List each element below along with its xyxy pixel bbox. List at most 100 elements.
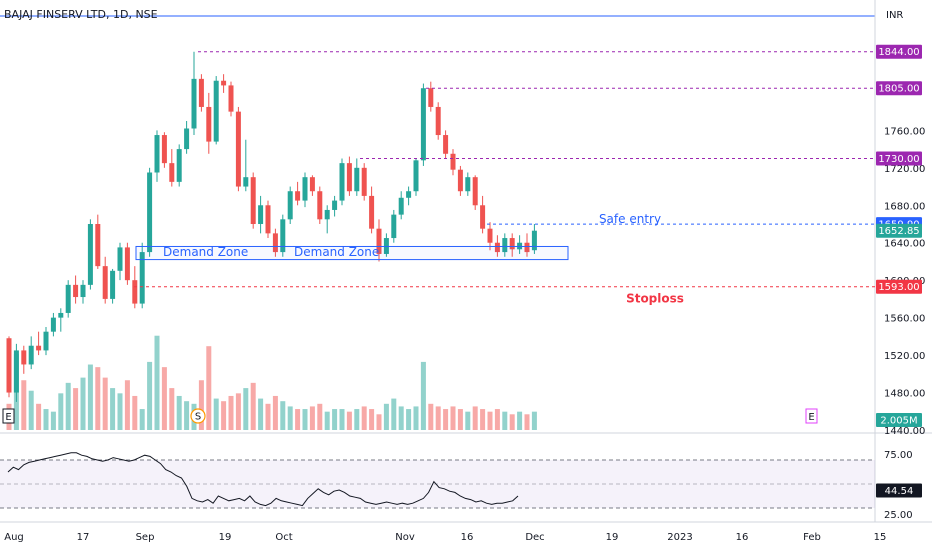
high-badge-text: 1844.00 <box>878 47 919 58</box>
volume-bar <box>176 395 182 430</box>
candle-body <box>243 177 249 187</box>
candle-body <box>132 280 138 304</box>
grid-lines <box>0 0 932 523</box>
volume-bar <box>369 409 375 430</box>
candle-body <box>58 312 64 318</box>
volume-bar <box>295 409 301 430</box>
candle-body <box>36 345 42 351</box>
volume-badge <box>876 413 922 427</box>
candle-body <box>213 80 219 142</box>
candle-body <box>161 135 167 164</box>
candle-body <box>139 252 145 304</box>
time-tick-label: 19 <box>219 532 232 543</box>
volume-bar <box>235 393 241 430</box>
volume-bar <box>480 409 486 430</box>
volume-bar <box>117 393 123 430</box>
candle-body <box>258 205 264 224</box>
candle-body <box>413 160 419 192</box>
time-tick-label: Sep <box>136 532 155 543</box>
time-tick-label: Dec <box>525 532 544 543</box>
volume-bar <box>494 409 500 430</box>
volume-bar <box>21 380 27 430</box>
price-tick-label: 1760.00 <box>884 126 925 137</box>
candle-body <box>124 247 130 281</box>
candle-body <box>531 230 537 251</box>
demand-zone-label: Demand Zone <box>294 245 379 259</box>
demand-zone-box <box>135 245 569 261</box>
price-tick-label: 1440.00 <box>884 426 925 437</box>
earnings-marker-text: E <box>808 412 814 423</box>
candle-body <box>117 247 123 271</box>
candle-body <box>302 177 308 201</box>
volume-bar <box>420 361 426 430</box>
candle-body <box>457 169 463 192</box>
candle-body <box>354 167 360 192</box>
volume-bar <box>428 403 434 430</box>
candle-body <box>154 135 160 173</box>
candle-body <box>450 153 456 170</box>
volume-badge-text: 2.005M <box>880 416 917 427</box>
volume-bar <box>324 411 330 430</box>
candle-body <box>509 238 515 250</box>
volume-bar <box>110 388 116 430</box>
volume-bar <box>221 401 227 430</box>
split-marker: S <box>190 408 206 424</box>
event-markers[interactable]: E ES <box>2 408 818 424</box>
candle-body <box>295 191 301 201</box>
volume-bar <box>258 398 264 430</box>
time-tick-label: 2023 <box>667 532 692 543</box>
time-tick-label: 15 <box>874 532 887 543</box>
candle-body <box>494 242 500 253</box>
candle-body <box>110 270 116 299</box>
volume-bar <box>354 409 360 430</box>
rsi-badge-text: 44.54 <box>885 486 914 497</box>
time-axis[interactable]: Aug 17 Sep 19 Oct Nov 16 Dec 19 2023 16 Feb 15 <box>4 532 886 543</box>
earnings-marker: E <box>805 408 818 424</box>
price-tick-label: 1520.00 <box>884 351 925 362</box>
candles <box>6 51 537 402</box>
candle-body <box>191 78 197 129</box>
volume-bar <box>198 380 204 430</box>
volume-bar <box>80 377 86 430</box>
volume-bar <box>346 411 352 430</box>
volume-bar <box>309 406 315 430</box>
rsi-line <box>7 452 519 507</box>
candle-body <box>420 88 426 161</box>
candle-body <box>324 209 330 220</box>
candle-body <box>280 219 286 253</box>
volume-bars <box>6 335 537 430</box>
candle-body <box>472 177 478 206</box>
volume-bar <box>43 409 49 430</box>
candle-body <box>250 177 256 224</box>
candle-body <box>391 214 397 239</box>
time-tick-label: 16 <box>461 532 474 543</box>
volume-bar <box>487 411 493 430</box>
candle-body <box>376 228 382 254</box>
volume-bar <box>457 409 463 430</box>
volume-bar <box>147 361 153 430</box>
stoploss-badge-text: 1593.00 <box>878 282 919 293</box>
candle-body <box>406 191 412 198</box>
earnings-marker-box <box>805 408 818 424</box>
volume-bar <box>502 411 508 430</box>
candle-body <box>317 191 323 220</box>
split-marker-circle <box>190 408 206 424</box>
time-tick-label: 17 <box>77 532 90 543</box>
volume-bar <box>391 398 397 430</box>
volume-bar <box>132 395 138 430</box>
rsi-tick-label: 25.00 <box>884 510 913 521</box>
volume-bar <box>465 411 471 430</box>
volume-bar <box>206 346 212 430</box>
price-tick-label: 1720.00 <box>884 164 925 175</box>
volume-bar <box>161 367 167 430</box>
volume-bar <box>184 401 190 430</box>
time-tick-label: 19 <box>606 532 619 543</box>
candle-body <box>206 106 212 142</box>
candle-body <box>43 331 49 351</box>
volume-bar <box>250 382 256 430</box>
volume-bar <box>361 406 367 430</box>
candle-body <box>198 78 204 107</box>
volume-bar <box>531 411 537 430</box>
volume-bar <box>102 377 108 430</box>
